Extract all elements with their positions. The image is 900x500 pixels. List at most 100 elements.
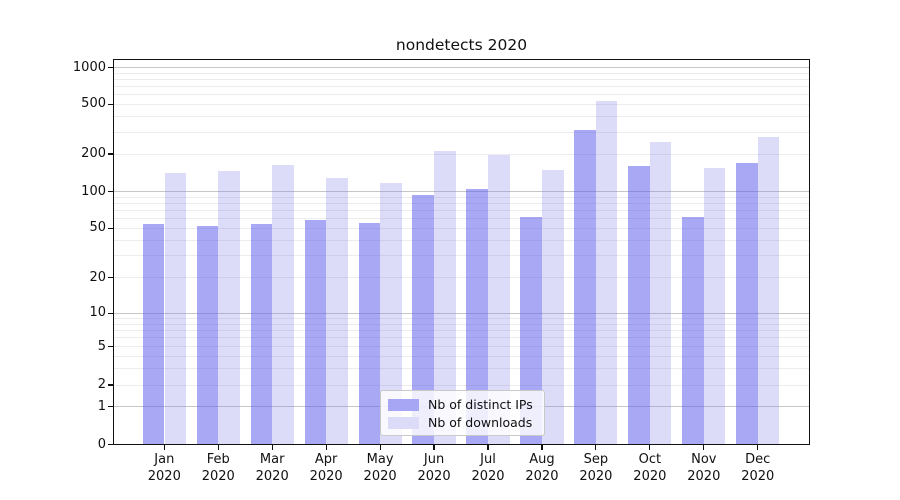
x-tick-mark	[541, 445, 543, 450]
y-tick-label: 10	[89, 305, 106, 321]
gridline-minor	[114, 202, 809, 204]
bar-downloads-oct	[650, 141, 672, 445]
gridline-minor	[114, 323, 809, 325]
legend-row-distinct-ips: Nb of distinct IPs	[388, 396, 537, 413]
bar-distinct-ips-may	[358, 223, 380, 445]
gridline-minor	[114, 78, 809, 80]
bar-downloads-nov	[704, 168, 726, 445]
x-tick-label: Feb 2020	[201, 452, 235, 484]
y-tick-label: 1000	[72, 59, 106, 75]
bar-downloads-dec	[757, 137, 780, 445]
y-tick-label: 2	[97, 377, 106, 392]
x-tick-mark	[325, 445, 327, 450]
gridline-minor	[114, 196, 809, 198]
x-tick-mark	[649, 445, 651, 450]
y-tick-mark	[107, 312, 114, 314]
x-tick-label: Dec 2020	[741, 452, 775, 484]
gridline-minor	[114, 103, 809, 105]
gridline-minor	[114, 317, 809, 319]
bar-distinct-ips-sep	[574, 130, 596, 445]
y-tick-label: 100	[81, 183, 106, 199]
x-tick-mark	[595, 445, 597, 450]
x-tick-label: Nov 2020	[687, 452, 721, 484]
y-tick-mark	[107, 67, 114, 69]
legend-swatch-downloads	[388, 416, 419, 429]
bar-distinct-ips-aug	[520, 216, 542, 445]
x-tick-mark	[757, 445, 759, 450]
y-tick-mark	[107, 346, 114, 348]
gridline-major	[114, 67, 809, 69]
bar-downloads-sep	[596, 100, 618, 445]
bar-distinct-ips-nov	[682, 216, 704, 445]
x-tick-label: Jul 2020	[471, 452, 505, 484]
bar-distinct-ips-oct	[628, 166, 650, 445]
y-tick-mark	[107, 277, 114, 279]
gridline-minor	[114, 337, 809, 339]
x-tick-mark	[433, 445, 435, 450]
gridline-minor	[114, 86, 809, 88]
x-tick-label: Jan 2020	[147, 452, 181, 484]
gridline-minor	[114, 94, 809, 96]
x-tick-mark	[487, 445, 489, 450]
gridline-minor	[114, 346, 809, 348]
x-tick-mark	[379, 445, 381, 450]
gridline-major	[114, 312, 809, 314]
chart-title: nondetects 2020	[395, 36, 528, 54]
bar-downloads-aug	[542, 170, 564, 445]
gridline-minor	[114, 115, 809, 117]
gridline-minor	[114, 329, 809, 331]
y-tick-label: 20	[89, 269, 106, 285]
y-tick-label: 1	[97, 398, 106, 414]
y-tick-label: 0	[97, 436, 106, 452]
x-tick-label: Apr 2020	[309, 452, 343, 484]
bar-downloads-may	[380, 183, 402, 445]
y-tick-mark	[107, 103, 114, 105]
y-tick-mark	[107, 153, 114, 155]
x-tick-mark	[163, 445, 165, 450]
y-tick-label: 50	[89, 220, 106, 236]
bar-downloads-mar	[272, 164, 294, 445]
bar-downloads-apr	[326, 177, 348, 445]
x-tick-label: Aug 2020	[525, 452, 559, 484]
bar-distinct-ips-mar	[250, 224, 272, 445]
bar-distinct-ips-jul	[466, 189, 488, 445]
gridline-minor	[114, 277, 809, 279]
gridline-major	[114, 191, 809, 193]
y-tick-mark	[107, 384, 114, 386]
x-tick-label: Jun 2020	[417, 452, 451, 484]
gridline-minor	[114, 210, 809, 212]
bar-downloads-jun	[434, 150, 456, 445]
y-tick-mark	[107, 191, 114, 193]
gridline-minor	[114, 153, 809, 155]
gridline-minor	[114, 255, 809, 257]
bar-distinct-ips-feb	[196, 226, 219, 445]
bar-distinct-ips-jan	[142, 224, 165, 445]
x-tick-mark	[217, 445, 219, 450]
gridline-minor	[114, 384, 809, 386]
gridline-minor	[114, 355, 809, 357]
x-tick-label: Oct 2020	[633, 452, 667, 484]
legend-swatch-distinct-ips	[388, 398, 419, 411]
x-tick-label: May 2020	[363, 452, 397, 484]
y-tick-label: 200	[81, 146, 106, 161]
bar-distinct-ips-jun	[412, 194, 434, 445]
y-tick-label: 500	[81, 96, 106, 112]
y-tick-mark	[107, 443, 114, 446]
x-tick-label: Mar 2020	[255, 452, 289, 484]
y-tick-mark	[107, 406, 114, 408]
bar-downloads-jan	[164, 173, 186, 445]
legend-label-distinct-ips: Nb of distinct IPs	[428, 397, 533, 412]
bar-distinct-ips-apr	[304, 220, 326, 445]
y-tick-label: 5	[97, 338, 106, 354]
legend-row-downloads: Nb of downloads	[388, 414, 537, 431]
bar-downloads-feb	[218, 171, 240, 445]
x-tick-mark	[703, 445, 705, 450]
gridline-minor	[114, 239, 809, 241]
gridline-minor	[114, 72, 809, 74]
gridline-minor	[114, 218, 809, 220]
y-tick-mark	[107, 227, 114, 229]
x-tick-mark	[271, 445, 273, 450]
gridline-minor	[114, 131, 809, 133]
bar-distinct-ips-dec	[736, 162, 758, 445]
